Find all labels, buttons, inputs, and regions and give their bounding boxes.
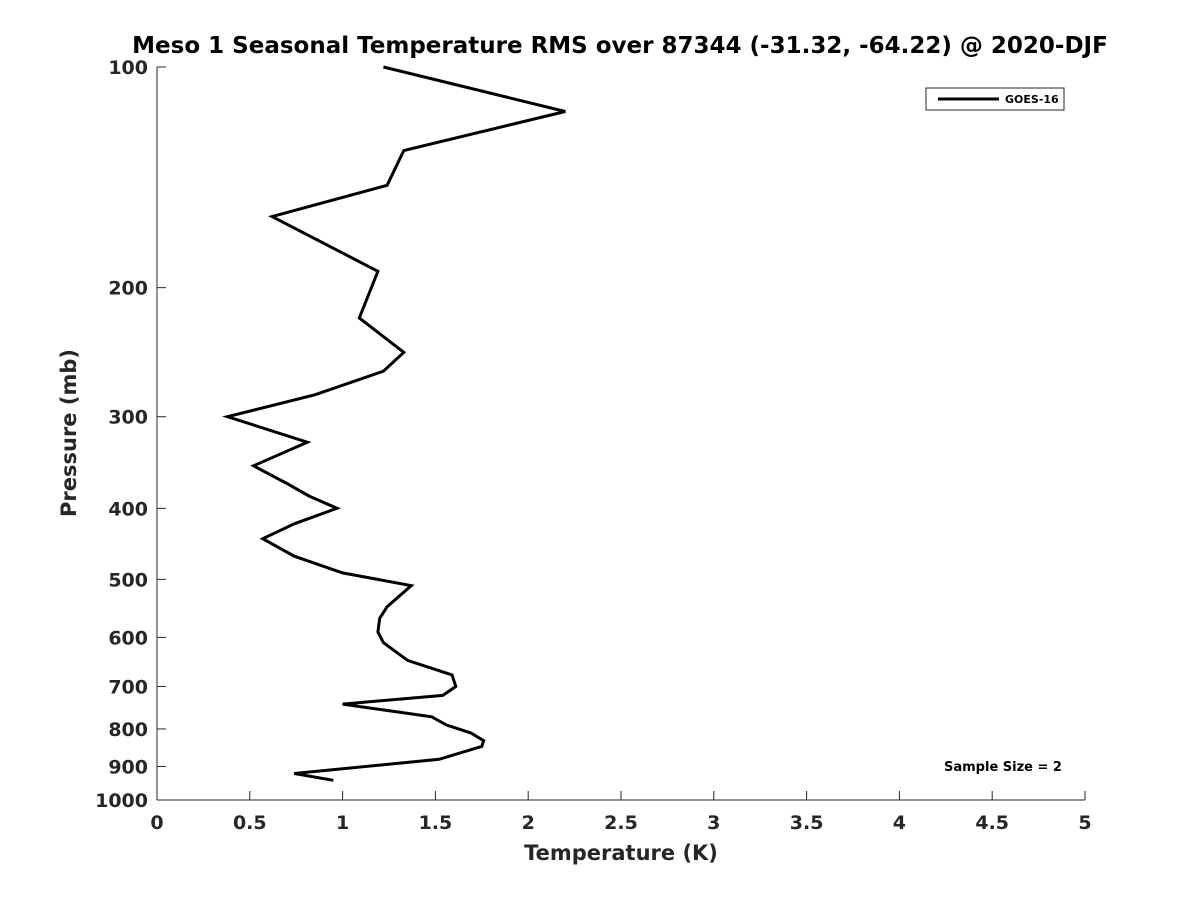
y-tick-label: 500 — [108, 569, 148, 591]
series-line-goes-16 — [222, 65, 566, 782]
y-tick-label: 900 — [108, 756, 148, 778]
y-tick-label: 1000 — [95, 790, 148, 812]
legend: GOES-16 — [925, 87, 1065, 111]
y-axis-label: Pressure (mb) — [57, 349, 81, 517]
x-tick-label: 4.5 — [975, 812, 1009, 834]
x-tick-label: 1 — [336, 812, 349, 834]
y-ticks: 100 200 300 400 500 600 700 800 900 1000 — [95, 57, 166, 812]
sample-size-annotation: Sample Size = 2 — [944, 760, 1062, 775]
x-tick-label: 4 — [893, 812, 906, 834]
y-tick-label: 600 — [108, 627, 148, 649]
x-tick-label: 3 — [707, 812, 720, 834]
y-tick-label: 800 — [108, 719, 148, 741]
legend-label-goes-16: GOES-16 — [1005, 93, 1059, 106]
chart-title: Meso 1 Seasonal Temperature RMS over 873… — [132, 33, 1108, 59]
x-tick-label: 2 — [522, 812, 535, 834]
y-tick-label: 700 — [108, 676, 148, 698]
x-ticks: 0 0.5 1 1.5 2 2.5 3 3.5 4 4.5 5 — [150, 791, 1092, 834]
x-tick-label: 0 — [150, 812, 163, 834]
x-tick-label: 5 — [1078, 812, 1091, 834]
x-tick-label: 3.5 — [790, 812, 824, 834]
x-axis-label: Temperature (K) — [524, 841, 718, 865]
x-tick-label: 2.5 — [604, 812, 638, 834]
x-tick-label: 0.5 — [233, 812, 267, 834]
y-tick-label: 400 — [108, 498, 148, 520]
y-tick-label: 100 — [108, 57, 148, 79]
axes — [156, 67, 1085, 801]
y-tick-label: 200 — [108, 278, 148, 300]
series-group — [222, 65, 566, 782]
x-tick-label: 1.5 — [419, 812, 453, 834]
y-tick-label: 300 — [108, 407, 148, 429]
